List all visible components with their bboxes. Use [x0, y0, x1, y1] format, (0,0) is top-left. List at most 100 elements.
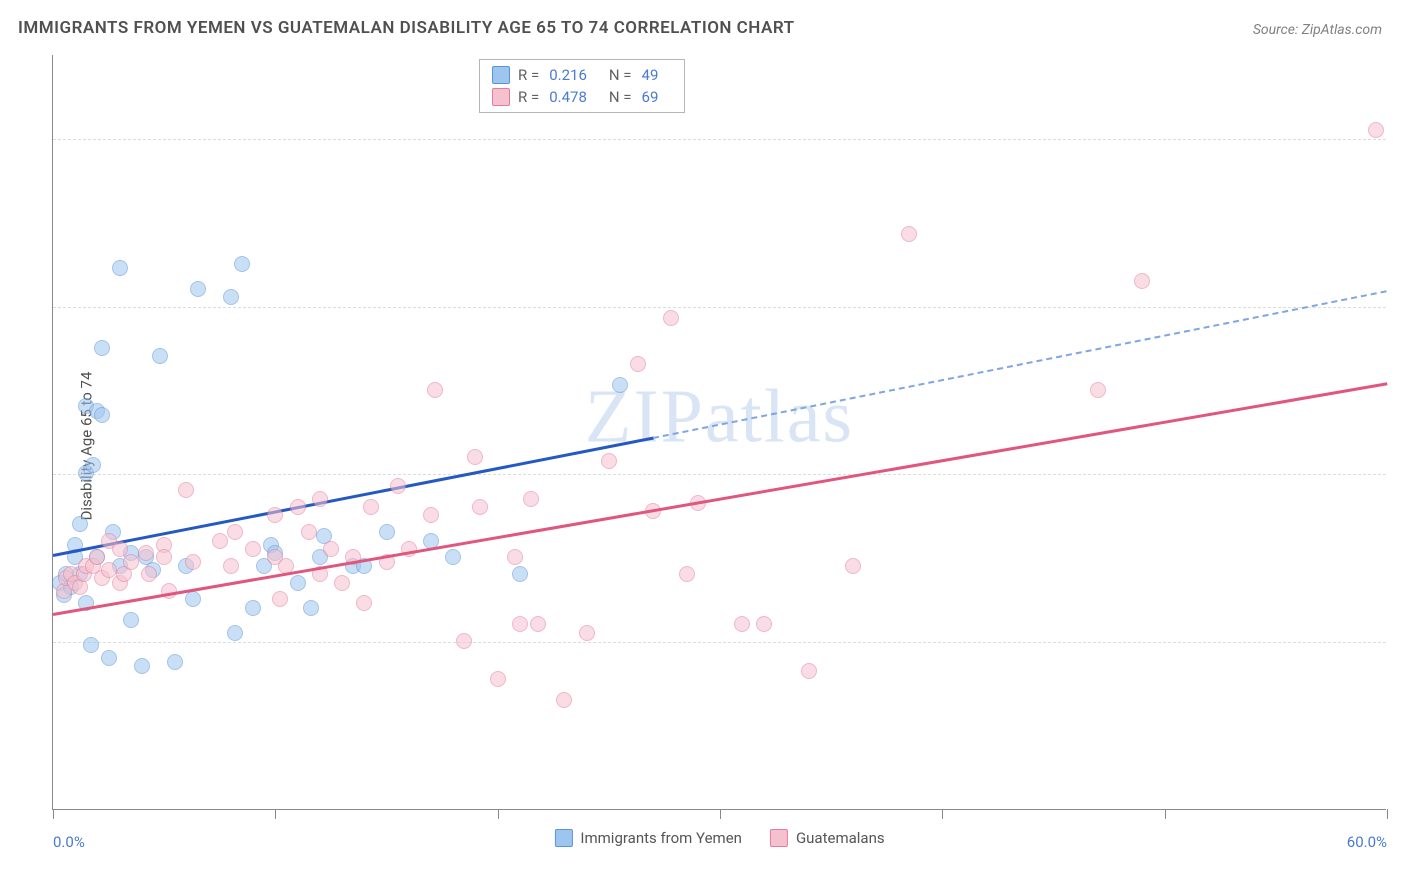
data-point	[123, 554, 139, 570]
data-point	[234, 256, 250, 272]
data-point	[530, 616, 546, 632]
data-point	[390, 478, 406, 494]
data-point	[138, 545, 154, 561]
data-point	[1090, 382, 1106, 398]
data-point	[601, 453, 617, 469]
data-point	[334, 575, 350, 591]
data-point	[190, 281, 206, 297]
data-point	[1368, 122, 1384, 138]
data-point	[85, 457, 101, 473]
chart-title: IMMIGRANTS FROM YEMEN VS GUATEMALAN DISA…	[18, 18, 795, 38]
data-point	[223, 289, 239, 305]
data-point	[379, 524, 395, 540]
data-point	[290, 499, 306, 515]
legend-label: Immigrants from Yemen	[580, 829, 742, 847]
data-point	[472, 499, 488, 515]
legend-swatch	[770, 829, 788, 847]
r-value: 0.216	[549, 66, 587, 84]
data-point	[72, 516, 88, 532]
data-point	[427, 382, 443, 398]
gridline	[53, 642, 1386, 643]
legend-stat-row: R =0.478N =69	[492, 86, 672, 108]
legend-stat-row: R = 0.216 N = 49	[492, 64, 672, 86]
r-label: R =	[518, 88, 539, 106]
data-point	[490, 671, 506, 687]
data-point	[612, 377, 628, 393]
gridline	[53, 139, 1386, 140]
data-point	[101, 650, 117, 666]
x-tick	[720, 809, 721, 819]
trend-line	[53, 437, 654, 557]
data-point	[512, 616, 528, 632]
data-point	[185, 554, 201, 570]
trend-line	[53, 382, 1387, 615]
n-label: N =	[609, 66, 632, 84]
x-tick	[1165, 809, 1166, 819]
r-label: R =	[518, 66, 539, 84]
legend-swatch	[554, 829, 572, 847]
x-tick	[53, 809, 54, 819]
x-tick	[498, 809, 499, 819]
legend-swatch	[492, 66, 510, 84]
data-point	[290, 575, 306, 591]
data-point	[801, 663, 817, 679]
data-point	[456, 633, 472, 649]
data-point	[523, 491, 539, 507]
data-point	[245, 600, 261, 616]
legend-item: Guatemalans	[770, 829, 885, 847]
trend-line	[653, 290, 1387, 439]
gridline	[53, 307, 1386, 308]
data-point	[1134, 273, 1150, 289]
data-point	[663, 310, 679, 326]
legend-swatch	[492, 88, 510, 106]
data-point	[756, 616, 772, 632]
data-point	[223, 558, 239, 574]
x-tick-label: 60.0%	[1347, 833, 1387, 851]
data-point	[141, 566, 157, 582]
data-point	[363, 499, 379, 515]
data-point	[679, 566, 695, 582]
legend-item: Immigrants from Yemen	[554, 829, 742, 847]
data-point	[312, 491, 328, 507]
data-point	[734, 616, 750, 632]
legend-stats-box: R =0.216N =49R =0.478N =69	[479, 59, 685, 113]
data-point	[134, 658, 150, 674]
data-point	[630, 356, 646, 372]
data-point	[556, 692, 572, 708]
data-point	[167, 654, 183, 670]
data-point	[323, 541, 339, 557]
data-point	[303, 600, 319, 616]
x-tick	[942, 809, 943, 819]
data-point	[112, 260, 128, 276]
data-point	[423, 507, 439, 523]
data-point	[901, 226, 917, 242]
data-point	[152, 348, 168, 364]
n-value: 49	[642, 66, 659, 84]
data-point	[356, 595, 372, 611]
n-label: N =	[609, 88, 632, 106]
data-point	[227, 524, 243, 540]
r-value: 0.478	[549, 88, 587, 106]
data-point	[512, 566, 528, 582]
gridline	[53, 474, 1386, 475]
data-point	[185, 591, 201, 607]
data-point	[245, 541, 261, 557]
legend-bottom: Immigrants from Yemen Guatemalans	[554, 829, 884, 847]
plot-area: ZIPatlas R =0.216N =49R =0.478N =69 Immi…	[52, 55, 1386, 810]
data-point	[227, 625, 243, 641]
source-attribution: Source: ZipAtlas.com	[1253, 22, 1382, 38]
data-point	[445, 549, 461, 565]
data-point	[156, 549, 172, 565]
data-point	[178, 482, 194, 498]
data-point	[845, 558, 861, 574]
data-point	[212, 533, 228, 549]
data-point	[467, 449, 483, 465]
data-point	[267, 507, 283, 523]
data-point	[123, 612, 139, 628]
data-point	[301, 524, 317, 540]
data-point	[579, 625, 595, 641]
data-point	[507, 549, 523, 565]
x-tick-label: 0.0%	[53, 833, 85, 851]
legend-label: Guatemalans	[796, 829, 885, 847]
data-point	[272, 591, 288, 607]
